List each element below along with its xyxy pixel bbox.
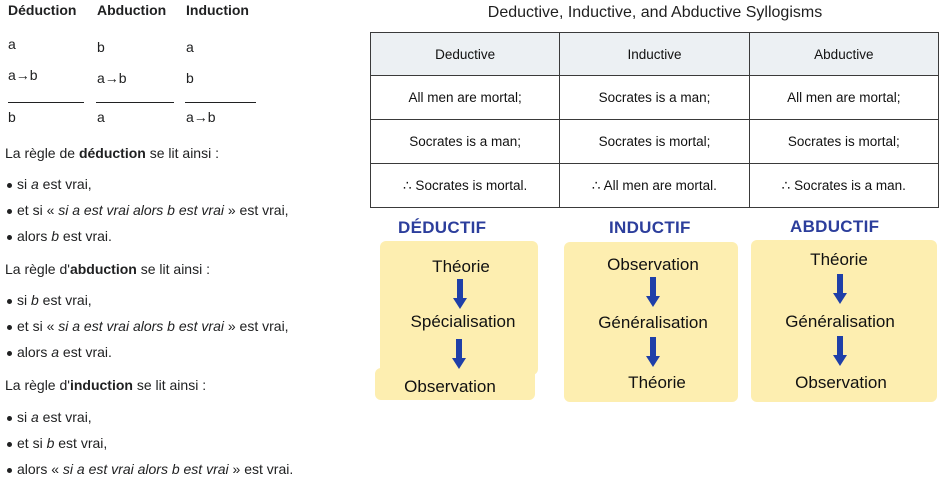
table-cell: All men are mortal; xyxy=(748,75,940,120)
down-arrow-icon xyxy=(833,274,847,304)
left-column: Déduction Abduction Induction a a→b b b … xyxy=(0,0,360,486)
inductif-title: INDUCTIF xyxy=(609,218,691,237)
syllogisms-table: Deductive Inductive Abductive All men ar… xyxy=(369,32,940,208)
table-header-cell: Deductive xyxy=(369,32,561,76)
inductif-step-1: Observation xyxy=(607,255,699,274)
induction-bullet-3: alors « si a est vrai alors b est vrai »… xyxy=(6,461,294,477)
header-deduction: Déduction xyxy=(8,2,77,18)
abduction-premise-1: b xyxy=(97,39,105,55)
induction-bullet-1: si a est vrai, xyxy=(7,409,92,425)
induction-premise-2: b xyxy=(186,70,194,86)
table-cell: ∴ All men are mortal. xyxy=(559,163,750,208)
deduction-rule-intro: La règle de déduction se lit ainsi : xyxy=(5,145,219,161)
abduction-premise-2: a→b xyxy=(97,70,127,86)
table-header-row: Deductive Inductive Abductive xyxy=(369,32,940,76)
inductif-box xyxy=(564,242,738,402)
abductif-step-3: Observation xyxy=(795,373,887,392)
abduction-divider xyxy=(96,102,174,103)
abduction-conclusion: a xyxy=(97,109,105,125)
deductif-step-3: Observation xyxy=(404,377,496,396)
down-arrow-icon xyxy=(833,336,847,366)
table-cell: Socrates is mortal; xyxy=(748,119,940,164)
table-row: All men are mortal; Socrates is a man; A… xyxy=(369,75,940,120)
induction-divider xyxy=(185,102,256,103)
table-header-cell: Inductive xyxy=(559,32,750,76)
deductif-step-2: Spécialisation xyxy=(410,312,516,331)
down-arrow-icon xyxy=(646,337,660,367)
table-cell: ∴ Socrates is mortal. xyxy=(369,163,561,208)
table-cell: ∴ Socrates is a man. xyxy=(748,163,940,208)
inductif-step-3: Théorie xyxy=(628,373,686,392)
deduction-bullet-2: et si « si a est vrai alors b est vrai »… xyxy=(7,202,289,218)
deductif-box-foot xyxy=(375,368,535,400)
inductif-step-2: Généralisation xyxy=(598,313,708,332)
induction-rule-intro: La règle d'induction se lit ainsi : xyxy=(5,377,207,393)
table-cell: All men are mortal; xyxy=(369,75,561,120)
deductif-title: DÉDUCTIF xyxy=(398,218,487,237)
deduction-bullet-1: si a est vrai, xyxy=(7,176,92,192)
header-abduction: Abduction xyxy=(97,2,167,18)
table-header-cell: Abductive xyxy=(748,32,940,76)
table-row: ∴ Socrates is mortal. ∴ All men are mort… xyxy=(369,163,940,208)
induction-bullet-2: et si b est vrai, xyxy=(6,435,108,451)
table-cell: Socrates is a man; xyxy=(369,119,561,164)
abduction-bullet-2: et si « si a est vrai alors b est vrai »… xyxy=(7,318,289,334)
deduction-premise-1: a xyxy=(8,36,16,52)
abduction-rule-intro: La règle d'abduction se lit ainsi : xyxy=(5,261,210,277)
abductif-box xyxy=(751,240,937,402)
down-arrow-icon xyxy=(452,339,466,369)
deductif-step-1: Théorie xyxy=(432,257,490,276)
abduction-bullet-3: alors a est vrai. xyxy=(7,344,112,360)
deduction-divider xyxy=(8,102,84,103)
induction-conclusion: a→b xyxy=(186,109,216,125)
deduction-premise-2: a→b xyxy=(8,67,38,83)
table-title: Deductive, Inductive, and Abductive Syll… xyxy=(487,4,823,21)
abductif-step-2: Généralisation xyxy=(785,312,895,331)
table-row: Socrates is a man; Socrates is mortal; S… xyxy=(369,119,940,164)
table-cell: Socrates is mortal; xyxy=(559,119,750,164)
deduction-bullet-3: alors b est vrai. xyxy=(7,228,112,244)
deduction-conclusion: b xyxy=(8,109,16,125)
table-cell: Socrates is a man; xyxy=(559,75,750,120)
abduction-bullet-1: si b est vrai, xyxy=(7,292,92,308)
induction-premise-1: a xyxy=(186,39,194,55)
abductif-title: ABDUCTIF xyxy=(790,217,880,236)
header-induction: Induction xyxy=(186,2,249,18)
abductif-step-1: Théorie xyxy=(810,250,868,269)
down-arrow-icon xyxy=(646,277,660,307)
down-arrow-icon xyxy=(453,279,467,309)
